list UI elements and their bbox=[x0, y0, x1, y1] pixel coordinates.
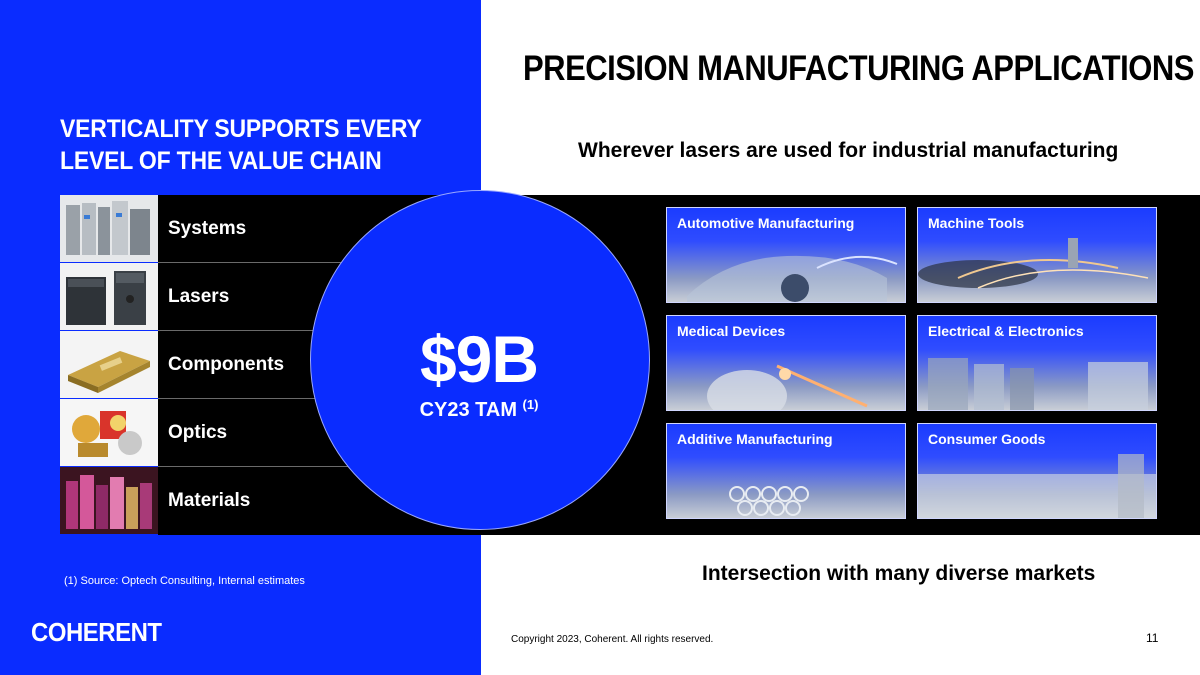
value-chain-row-systems: Systems bbox=[60, 195, 640, 262]
application-tile-additive: Additive Manufacturing bbox=[666, 423, 906, 519]
application-label: Machine Tools bbox=[928, 215, 1025, 231]
copyright-text: Copyright 2023, Coherent. All rights res… bbox=[511, 634, 714, 645]
application-tile-consumer-goods: Consumer Goods bbox=[917, 423, 1157, 519]
value-chain-label: Lasers bbox=[168, 286, 230, 307]
application-tile-electronics: Electrical & Electronics bbox=[917, 315, 1157, 411]
bottom-caption: Intersection with many diverse markets bbox=[702, 562, 1096, 585]
application-tile-medical: Medical Devices bbox=[666, 315, 906, 411]
car-image bbox=[687, 255, 898, 302]
value-chain-row-lasers: Lasers bbox=[60, 263, 640, 330]
value-chain-row-components: Components bbox=[60, 331, 640, 398]
value-chain-label: Optics bbox=[168, 422, 228, 443]
left-title: VERTICALITY SUPPORTS EVERY LEVEL OF THE … bbox=[60, 112, 422, 177]
value-chain-label: Materials bbox=[168, 490, 251, 511]
lasers-image bbox=[60, 263, 158, 330]
tam-footnote-ref: (1) bbox=[522, 397, 539, 412]
components-image bbox=[60, 331, 158, 398]
value-chain-label: Systems bbox=[168, 218, 247, 239]
systems-image bbox=[60, 195, 158, 262]
optics-image bbox=[60, 399, 158, 466]
application-tile-machine-tools: Machine Tools bbox=[917, 207, 1157, 303]
electronics-image bbox=[928, 358, 1148, 410]
page-number: 11 bbox=[1146, 631, 1159, 645]
value-chain-divider bbox=[158, 262, 458, 263]
application-label: Medical Devices bbox=[677, 323, 786, 339]
left-title-line1: VERTICALITY SUPPORTS EVERY bbox=[60, 114, 422, 143]
tam-value: $9B bbox=[419, 322, 539, 396]
tam-circle: $9B CY23 TAM (1) bbox=[310, 190, 650, 530]
page-title: PRECISION MANUFACTURING APPLICATIONS bbox=[523, 48, 1194, 89]
value-chain-row-materials: Materials bbox=[60, 467, 640, 534]
coherent-logo: COHERENT bbox=[31, 617, 162, 647]
application-tile-automotive: Automotive Manufacturing bbox=[666, 207, 906, 303]
machine-tool-image bbox=[918, 238, 1149, 289]
application-label: Additive Manufacturing bbox=[677, 431, 833, 447]
value-chain-label: Components bbox=[168, 354, 285, 375]
consumer-goods-image bbox=[918, 454, 1156, 518]
value-chain-divider bbox=[158, 466, 458, 467]
tam-label: CY23 TAM bbox=[419, 399, 517, 421]
left-title-line2: LEVEL OF THE VALUE CHAIN bbox=[60, 146, 382, 175]
materials-image bbox=[60, 467, 158, 534]
medical-device-image bbox=[707, 364, 868, 410]
additive-manufacturing-image bbox=[729, 486, 809, 516]
value-chain-divider bbox=[158, 398, 458, 399]
tam-label-wrap: CY23 TAM (1) bbox=[311, 397, 647, 422]
value-chain-divider bbox=[158, 330, 458, 331]
subtitle: Wherever lasers are used for industrial … bbox=[578, 139, 1119, 162]
application-label: Automotive Manufacturing bbox=[677, 215, 855, 231]
value-chain-row-optics: Optics bbox=[60, 399, 640, 466]
application-label: Consumer Goods bbox=[928, 431, 1046, 447]
source-footnote: (1) Source: Optech Consulting, Internal … bbox=[64, 575, 305, 587]
application-label: Electrical & Electronics bbox=[928, 323, 1084, 339]
